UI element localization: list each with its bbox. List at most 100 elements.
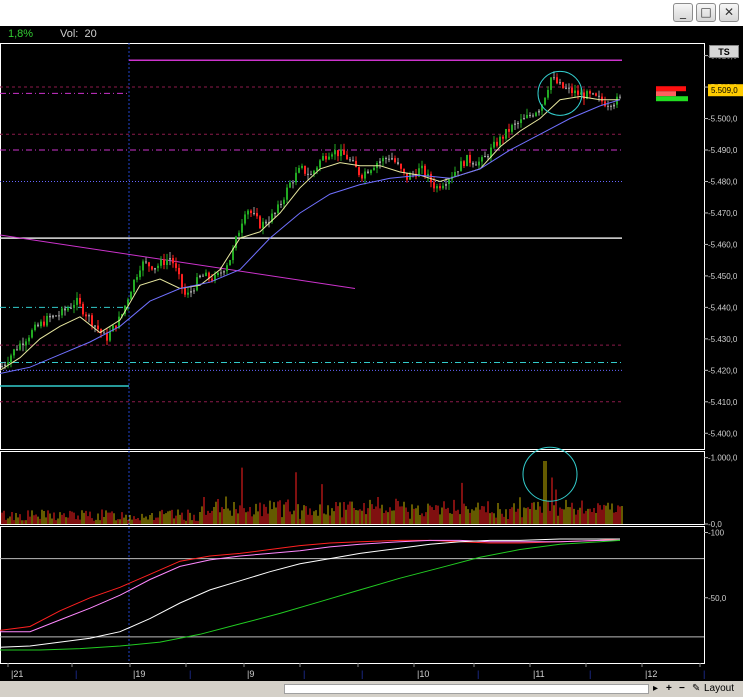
maximize-button[interactable]: □ <box>696 3 716 22</box>
volume-value: 20 <box>84 28 97 40</box>
candle-body <box>619 96 621 98</box>
candle-body <box>577 90 579 95</box>
candle-body <box>193 290 195 292</box>
x-axis-label: |12 <box>645 669 657 679</box>
candle-body <box>199 275 201 278</box>
candle-body <box>370 170 372 174</box>
bottom-toolbar: ▸ + − ✎ Layout <box>0 681 743 697</box>
oscillator-axis-tick-label: -50,0 <box>708 594 727 603</box>
candle-body <box>91 315 93 326</box>
candle-body <box>526 114 528 119</box>
candle-body <box>64 308 66 311</box>
price-axis-tick-label: -5.410,0 <box>708 398 738 407</box>
candle-body <box>421 165 423 169</box>
candle-body <box>154 268 156 270</box>
candle-body <box>337 150 339 157</box>
candle-body <box>283 199 285 205</box>
candle-body <box>604 101 606 107</box>
candle-body <box>529 114 531 116</box>
candle-body <box>391 158 393 160</box>
orderbook-ask-bar <box>656 96 688 102</box>
candle-body <box>397 162 399 164</box>
candle-body <box>208 272 210 279</box>
candle-body <box>313 170 315 175</box>
candle-body <box>58 315 60 317</box>
candle-body <box>325 156 327 160</box>
volume-axis-tick-label: -1.000,0 <box>708 454 738 463</box>
candle-body <box>163 259 165 266</box>
candle-body <box>307 173 309 175</box>
x-axis-label: |19 <box>133 669 145 679</box>
candle-body <box>433 182 435 189</box>
candle-body <box>424 165 426 177</box>
candle-body <box>175 263 177 268</box>
candle-body <box>580 92 582 95</box>
candle-body <box>280 204 282 206</box>
x-axis-label: |10 <box>417 669 429 679</box>
candle-body <box>166 259 168 266</box>
info-bar: 1,8% Vol: 20 <box>0 26 743 42</box>
candle-body <box>574 90 576 94</box>
horizontal-scrollbar[interactable] <box>284 684 649 694</box>
candle-body <box>160 259 162 266</box>
candle-body <box>4 364 6 367</box>
candle-body <box>586 91 588 99</box>
candle-body <box>499 136 501 146</box>
candle-body <box>145 261 147 263</box>
candle-body <box>16 349 18 351</box>
candle-body <box>229 260 231 266</box>
candle-body <box>214 274 216 281</box>
candle-body <box>571 87 573 94</box>
candle-body <box>124 305 126 315</box>
candle-body <box>82 303 84 315</box>
scroll-right-icon[interactable]: ▸ <box>653 683 659 694</box>
candle-body <box>340 149 342 157</box>
candle-body <box>298 167 300 173</box>
candle-body <box>559 82 561 84</box>
candle-body <box>598 95 600 97</box>
candle-body <box>28 337 30 342</box>
candle-body <box>235 236 237 249</box>
candle-body <box>334 150 336 155</box>
price-axis-tick-label: -5.480,0 <box>708 177 738 186</box>
candle-body <box>169 258 171 260</box>
candle-body <box>418 168 420 177</box>
candle-body <box>226 265 228 272</box>
candle-body <box>178 267 180 275</box>
candle-body <box>478 161 480 166</box>
candle-body <box>190 291 192 293</box>
layout-button[interactable]: Layout <box>704 683 735 694</box>
candle-body <box>553 77 555 79</box>
zoom-out-button[interactable]: − <box>679 683 685 694</box>
zoom-in-button[interactable]: + <box>666 683 672 694</box>
candle-body <box>103 332 105 334</box>
candle-body <box>610 105 612 107</box>
candle-body <box>550 77 552 90</box>
draw-tool-button[interactable]: ✎ <box>692 683 701 694</box>
close-button[interactable]: ✕ <box>719 3 739 22</box>
candle-body <box>130 291 132 300</box>
candle-body <box>46 315 48 326</box>
candle-body <box>289 182 291 188</box>
candle-body <box>595 93 597 96</box>
volume-highlight-circle <box>522 446 578 502</box>
candle-body <box>202 275 204 277</box>
candle-body <box>70 307 72 309</box>
candle-body <box>262 221 264 229</box>
candle-body <box>388 158 390 160</box>
minimize-button[interactable]: _ <box>673 3 693 22</box>
oscillator-line-4 <box>0 539 621 651</box>
candle-body <box>367 171 369 174</box>
chart-canvas[interactable]: -5.520,0-5.510,0-5.500,0-5.490,0-5.480,0… <box>0 0 743 681</box>
ts-button[interactable]: TS <box>709 45 739 58</box>
candle-body <box>427 173 429 177</box>
price-axis-tick-label: -5.440,0 <box>708 303 738 312</box>
candle-body <box>607 105 609 107</box>
last-price-label: 5.509,0 <box>711 86 738 95</box>
candle-body <box>61 308 63 316</box>
candle-body <box>508 128 510 132</box>
candle-body <box>295 172 297 183</box>
x-axis-label: | <box>189 669 191 679</box>
candle-body <box>97 325 99 330</box>
candle-body <box>556 77 558 84</box>
